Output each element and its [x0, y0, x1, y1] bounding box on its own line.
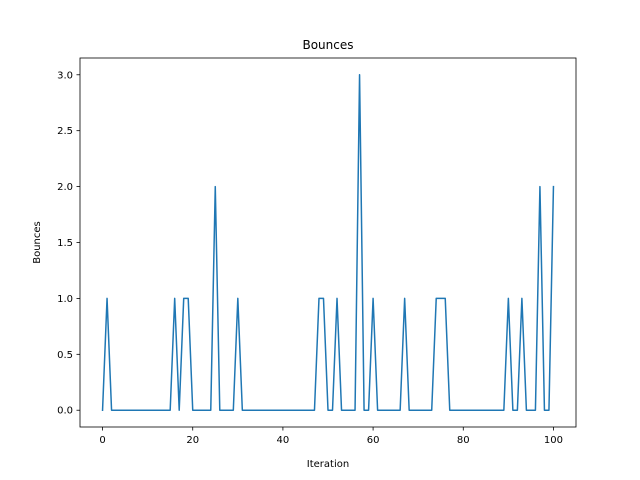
- x-axis: 0 20 40 60 80 100: [99, 427, 563, 446]
- x-tick-label: 100: [544, 435, 563, 446]
- y-tick-label: 0.5: [57, 350, 73, 361]
- y-tick-label: 3.0: [57, 70, 73, 81]
- y-tick-label: 2.0: [57, 182, 73, 193]
- x-tick-label: 60: [367, 435, 380, 446]
- x-tick-label: 20: [186, 435, 199, 446]
- x-axis-label: Iteration: [307, 459, 349, 470]
- plot-area: [101, 74, 555, 412]
- series-line: [101, 74, 555, 412]
- x-tick-label: 80: [457, 435, 470, 446]
- x-tick-label: 40: [277, 435, 290, 446]
- y-tick-label: 2.5: [57, 126, 73, 137]
- y-axis-label: Bounces: [32, 221, 43, 264]
- chart-title: Bounces: [302, 38, 353, 52]
- y-tick-label: 0.0: [57, 406, 73, 417]
- y-tick-label: 1.5: [57, 238, 73, 249]
- x-tick-label: 0: [99, 435, 105, 446]
- y-axis: 0.0 0.5 1.0 1.5 2.0 2.5 3.0: [57, 70, 80, 417]
- y-tick-label: 1.0: [57, 294, 73, 305]
